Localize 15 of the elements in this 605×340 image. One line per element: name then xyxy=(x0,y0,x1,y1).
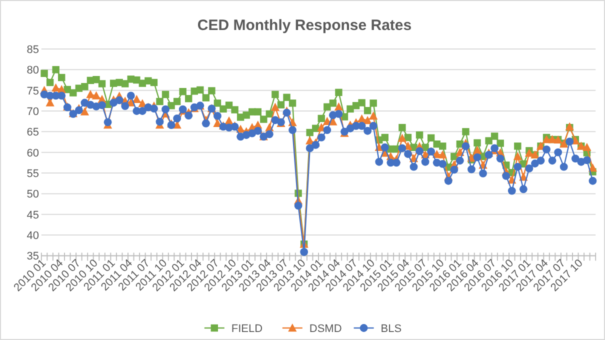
y-tick-label: 45 xyxy=(26,209,39,222)
y-tick-label: 40 xyxy=(26,230,39,242)
y-tick-label: 65 xyxy=(26,126,39,139)
y-tick-label: 50 xyxy=(26,188,39,201)
y-tick-label: 60 xyxy=(26,147,39,160)
y-tick-label: 35 xyxy=(26,250,39,263)
chart-title: CED Monthly Response Rates xyxy=(197,17,412,34)
legend-label: DSMD xyxy=(309,323,342,335)
legend-label: BLS xyxy=(380,323,402,335)
y-tick-label: 55 xyxy=(26,168,39,180)
y-tick-label: 70 xyxy=(26,106,39,118)
y-tick-label: 80 xyxy=(26,64,39,77)
y-tick-label: 85 xyxy=(26,44,39,56)
y-tick-label: 75 xyxy=(26,85,39,98)
legend-label: FIELD xyxy=(231,323,263,335)
